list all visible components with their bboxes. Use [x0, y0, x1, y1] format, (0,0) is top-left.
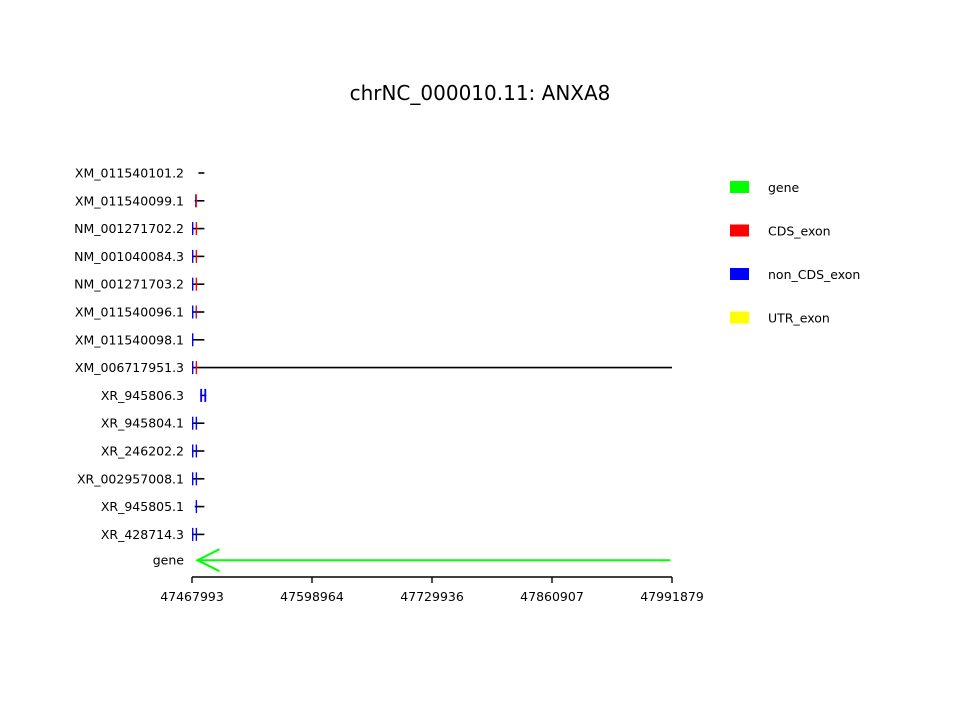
- transcript-label: XM_011540099.1: [75, 193, 184, 208]
- gene-label: gene: [153, 553, 185, 568]
- transcript-label: NM_001040084.3: [74, 249, 184, 264]
- non-cds-exon-mark: [192, 333, 194, 347]
- non-cds-exon-mark: [192, 527, 194, 541]
- cds-exon-mark: [196, 194, 198, 208]
- transcript-row: XM_011540101.2: [75, 166, 205, 181]
- legend: gene CDS_exon non_CDS_exon UTR_exon: [730, 180, 860, 326]
- legend-swatch: [730, 268, 749, 280]
- cds-exon-mark: [196, 305, 198, 319]
- non-cds-exon-mark: [195, 444, 198, 458]
- transcript-row: XM_011540098.1: [75, 332, 205, 347]
- non-cds-exon-mark: [195, 500, 198, 514]
- transcript-row: XR_945805.1: [101, 499, 205, 514]
- transcript-row: XR_945804.1: [101, 416, 205, 431]
- non-cds-exon-mark: [192, 305, 194, 319]
- non-cds-exon-mark: [192, 472, 194, 486]
- x-tick-label: 47860907: [520, 589, 584, 604]
- transcript-label: XR_428714.3: [101, 527, 184, 542]
- non-cds-exon-mark: [192, 361, 194, 375]
- non-cds-exon-mark: [204, 388, 207, 402]
- transcript-label: NM_001271702.2: [74, 221, 184, 236]
- non-cds-exon-mark: [195, 416, 198, 430]
- legend-label: non_CDS_exon: [768, 267, 860, 282]
- transcript-row: NM_001271702.2: [74, 221, 205, 236]
- legend-swatch: [730, 181, 749, 193]
- transcript-row: XR_246202.2: [101, 444, 205, 459]
- transcript-label: XM_006717951.3: [75, 360, 184, 375]
- non-cds-exon-mark: [192, 277, 194, 291]
- transcript-row: NM_001040084.3: [74, 249, 205, 264]
- non-cds-exon-mark: [195, 194, 197, 208]
- x-tick-label: 47467993: [160, 589, 224, 604]
- chart-title: chrNC_000010.11: ANXA8: [350, 81, 611, 105]
- legend-swatch: [730, 224, 749, 237]
- x-tick-label: 47729936: [400, 589, 464, 604]
- non-cds-exon-mark: [200, 388, 203, 402]
- transcript-label: XR_246202.2: [101, 444, 184, 459]
- legend-label: CDS_exon: [768, 224, 831, 239]
- transcript-row: XM_006717951.3: [75, 360, 672, 375]
- cds-exon-mark: [195, 249, 198, 263]
- legend-label: gene: [768, 180, 800, 195]
- gene-layer: gene: [153, 548, 671, 573]
- legend-swatch: [730, 311, 749, 324]
- x-tick-label: 47991879: [640, 589, 704, 604]
- x-tick-label: 47598964: [280, 589, 344, 604]
- transcript-label: NM_001271703.2: [74, 277, 184, 292]
- legend-label: UTR_exon: [768, 311, 830, 326]
- transcript-row: XR_002957008.1: [77, 471, 205, 486]
- transcript-row: XR_945806.3: [101, 388, 207, 403]
- non-cds-exon-mark: [192, 222, 194, 236]
- transcript-row: XR_428714.3: [101, 527, 205, 542]
- non-cds-exon-mark: [195, 472, 198, 486]
- non-cds-exon-mark: [195, 527, 198, 541]
- transcript-label: XM_011540096.1: [75, 305, 184, 320]
- cds-exon-mark: [195, 277, 198, 291]
- transcript-label: XM_011540101.2: [75, 166, 184, 181]
- transcript-label: XR_002957008.1: [77, 471, 184, 486]
- transcripts-layer: XM_011540101.2 XM_011540099.1 NM_001271702…: [74, 166, 672, 542]
- transcript-row: XM_011540096.1: [75, 305, 205, 320]
- non-cds-exon-mark: [192, 249, 194, 263]
- gene-arrow-head: [195, 548, 220, 573]
- transcript-label: XR_945806.3: [101, 388, 184, 403]
- cds-exon-mark: [195, 361, 198, 375]
- non-cds-exon-mark: [195, 305, 197, 319]
- transcript-label: XR_945805.1: [101, 499, 184, 514]
- non-cds-exon-mark: [192, 444, 194, 458]
- transcript-label: XR_945804.1: [101, 416, 184, 431]
- non-cds-exon-mark: [192, 416, 194, 430]
- transcript-row: XM_011540099.1: [75, 193, 205, 208]
- transcript-row: NM_001271703.2: [74, 277, 205, 292]
- x-axis: 47467993 47598964 47729936 47860907 47991879: [160, 576, 704, 604]
- cds-exon-mark: [195, 222, 198, 236]
- transcript-label: XM_011540098.1: [75, 332, 184, 347]
